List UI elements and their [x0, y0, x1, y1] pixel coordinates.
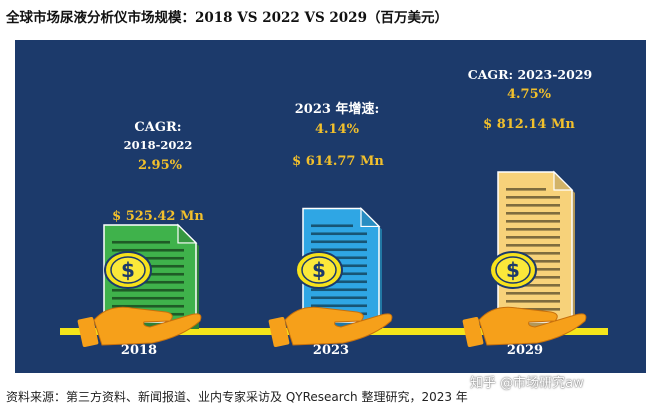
hand-icon-2029 [462, 306, 587, 347]
value-label-2029: $ 812.14 Mn [483, 117, 575, 132]
document-bar-2023 [302, 207, 382, 329]
dollar-coin-icon-2018: $ [104, 251, 152, 289]
value-label-2018: $ 525.42 Mn [112, 209, 204, 224]
dollar-coin-icon-2029: $ [489, 251, 537, 289]
growth-2023-value: 4.14% [314, 122, 359, 137]
chart-title: 全球市场尿液分析仪市场规模：2018 VS 2022 VS 2029（百万美元） [6, 10, 448, 26]
svg-text:$: $ [121, 258, 135, 282]
year-label-2029: 2029 [506, 343, 544, 358]
cagr-2023-2029-label: CAGR: 2023-2029 [467, 67, 593, 82]
watermark: 知乎 @市场研究aw [470, 376, 584, 391]
dollar-coin-icon-2023: $ [295, 251, 343, 289]
cagr-2018-2022-label: CAGR: [134, 120, 182, 135]
chart-graphic: $ $ $ [60, 170, 608, 347]
svg-text:$: $ [312, 258, 326, 282]
chart-panel: $ $ $ CAGR: 2018-2022 2.95% $ 525.42 Mn 20… [15, 40, 646, 373]
document-bar-2029-sheet [497, 171, 573, 323]
document-bar-2029 [497, 170, 575, 329]
cagr-2018-2022-value: 2.95% [137, 158, 182, 173]
year-label-2023: 2023 [312, 343, 350, 358]
svg-text:$: $ [506, 258, 520, 282]
hand-icon-2023 [268, 306, 393, 347]
cagr-2018-2022-period: 2018-2022 [123, 138, 193, 152]
source-note: 资料来源：第三方资料、新闻报道、业内专家采访及 QYResearch 整理研究，… [6, 390, 468, 404]
year-label-2018: 2018 [120, 343, 158, 358]
value-label-2023: $ 614.77 Mn [292, 154, 384, 169]
cagr-2023-2029-value: 4.75% [506, 87, 551, 102]
hand-icon-2018 [77, 306, 202, 347]
growth-2023-label: 2023 年增速: [294, 102, 380, 117]
